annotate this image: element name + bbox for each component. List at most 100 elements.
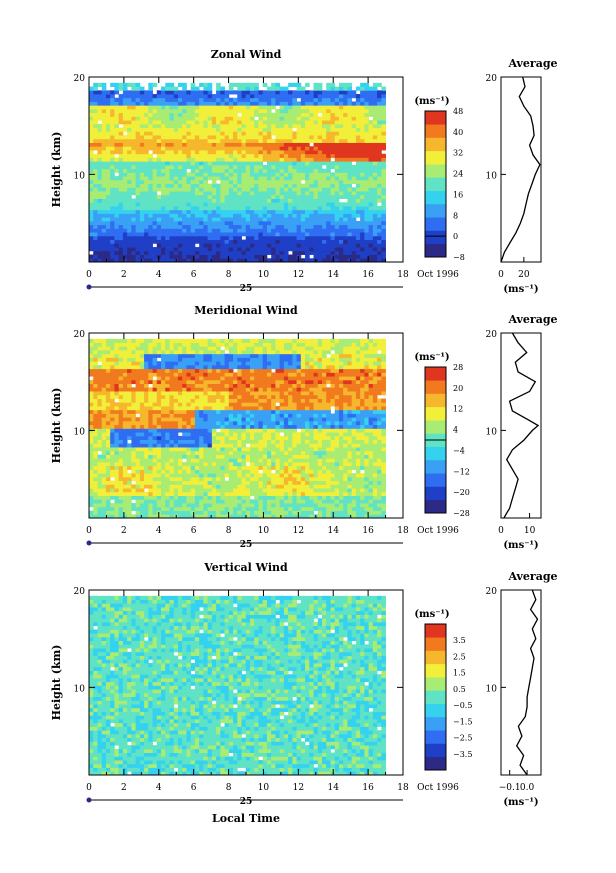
heatmap-cell <box>237 213 242 218</box>
heatmap-cell <box>279 254 285 259</box>
heatmap-cell <box>216 202 221 207</box>
heatmap-cell <box>254 172 259 177</box>
heatmap-cell <box>334 179 340 185</box>
heatmap-cell <box>122 338 128 343</box>
colorbar-unit: (ms⁻¹) <box>414 96 449 107</box>
heatmap-cell <box>249 202 255 207</box>
heatmap-cell <box>131 398 137 403</box>
heatmap-cell <box>161 153 166 158</box>
heatmap-cell <box>177 364 183 370</box>
heatmap-cell <box>309 164 314 170</box>
heatmap-cell <box>127 484 132 489</box>
heatmap-cell <box>139 108 145 114</box>
heatmap-cell <box>131 346 137 351</box>
heatmap-cell <box>177 213 183 218</box>
heatmap-cell <box>283 254 289 259</box>
heatmap-cell <box>182 206 187 211</box>
heatmap-cell <box>211 510 217 515</box>
heatmap-cell <box>177 346 183 351</box>
heatmap-cell <box>322 146 327 151</box>
heatmap-cell <box>322 213 327 218</box>
heatmap-cell <box>93 116 98 121</box>
heatmap-cell <box>322 247 327 252</box>
heatmap-cell <box>89 379 94 385</box>
heatmap-cell <box>347 220 353 226</box>
heatmap-cell <box>114 209 120 214</box>
heatmap-cell <box>233 194 238 199</box>
heatmap-cell <box>271 235 276 240</box>
heatmap-cell <box>118 202 124 207</box>
heatmap-cell <box>190 247 196 252</box>
heatmap-cell <box>322 254 327 259</box>
heatmap-cell <box>292 168 297 173</box>
heatmap-cell <box>127 120 132 125</box>
heatmap-cell <box>93 465 98 470</box>
heatmap-cell <box>347 239 353 244</box>
heatmap-cell <box>169 439 175 444</box>
heatmap-cell <box>173 153 179 158</box>
heatmap-cell <box>161 217 166 222</box>
heatmap-cell <box>156 220 162 226</box>
heatmap-cell <box>249 112 255 117</box>
heatmap-cell <box>292 90 297 95</box>
heatmap-cell <box>93 250 98 255</box>
heatmap-cell <box>347 168 353 173</box>
heatmap-cell <box>161 235 166 240</box>
heatmap-cell <box>97 368 103 373</box>
heatmap-cell <box>266 232 272 237</box>
heatmap-cell <box>271 105 276 110</box>
heatmap-cell <box>364 179 370 185</box>
heatmap-cell <box>322 90 327 95</box>
heatmap-cell <box>186 142 192 147</box>
heatmap-cell <box>156 499 162 504</box>
heatmap-cell <box>224 220 230 226</box>
heatmap-cell <box>207 432 213 437</box>
heatmap-cell <box>97 376 103 381</box>
heatmap-cell <box>334 220 340 226</box>
heatmap-cell <box>326 142 331 147</box>
heatmap-cell <box>186 232 192 237</box>
heatmap-cell <box>368 232 374 237</box>
heatmap-cell <box>173 90 179 95</box>
heatmap-cell <box>326 213 331 218</box>
heatmap-cell <box>127 194 132 199</box>
heatmap-cell <box>177 228 183 233</box>
heatmap-cell <box>292 224 297 229</box>
heatmap-cell <box>190 495 196 500</box>
heatmap-cell <box>372 86 378 91</box>
heatmap-cell <box>118 476 124 482</box>
heatmap-cell <box>313 153 319 158</box>
heatmap-cell <box>122 353 128 358</box>
heatmap-cell <box>207 131 213 136</box>
heatmap-cell <box>194 458 200 463</box>
heatmap-cell <box>254 206 259 211</box>
heatmap-cell <box>203 157 209 162</box>
heatmap-cell <box>139 258 145 263</box>
heatmap-cell <box>97 491 103 496</box>
heatmap-cell <box>190 213 196 218</box>
heatmap-cell <box>110 90 115 95</box>
heatmap-cell <box>101 342 107 347</box>
heatmap-cell <box>237 82 242 87</box>
heatmap-cell <box>127 476 132 482</box>
heatmap-cell <box>139 94 145 99</box>
heatmap-cell <box>338 172 344 177</box>
heatmap-cell <box>347 135 353 140</box>
heatmap-cell <box>245 191 251 196</box>
heatmap-cell <box>258 157 264 162</box>
heatmap-cell <box>165 469 170 474</box>
heatmap-cell <box>122 247 128 252</box>
heatmap-cell <box>313 220 319 226</box>
heatmap-cell <box>89 383 94 388</box>
heatmap-cell <box>139 239 145 244</box>
heatmap-cell <box>177 435 183 441</box>
heatmap-cell <box>360 108 365 114</box>
heatmap-cell <box>351 108 357 114</box>
heatmap-cell <box>228 191 234 196</box>
heatmap-cell <box>271 86 276 91</box>
heatmap-cell <box>97 202 103 207</box>
heatmap-cell <box>139 409 145 414</box>
heatmap-cell <box>105 368 111 373</box>
heatmap-cell <box>173 150 179 155</box>
heatmap-cell <box>186 213 192 218</box>
